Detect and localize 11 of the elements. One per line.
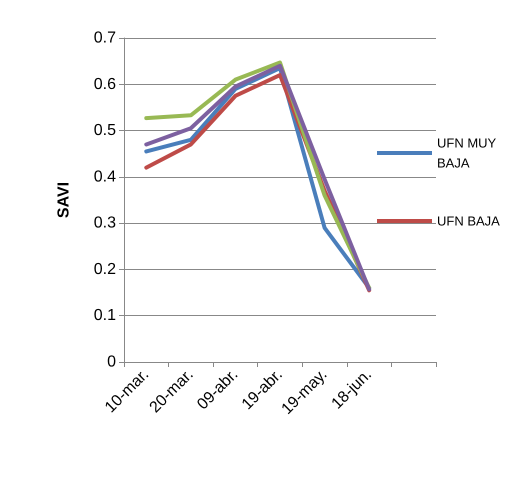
y-tick-label: 0.5 — [94, 122, 116, 140]
y-tick-label: 0.6 — [94, 76, 116, 93]
y-tick-label: 0.4 — [94, 168, 116, 186]
y-tick-label: 0.7 — [94, 30, 116, 46]
y-tick-label: 0.2 — [94, 260, 116, 278]
legend-label: UFN MUY BAJA — [437, 136, 500, 170]
y-tick-label: 0.3 — [94, 214, 116, 232]
legend-label: UFN BAJA — [437, 214, 500, 228]
y-axis-title: SAVI — [56, 182, 72, 218]
y-tick-label: 0 — [107, 354, 116, 370]
y-tick-label: 0.1 — [94, 307, 116, 324]
